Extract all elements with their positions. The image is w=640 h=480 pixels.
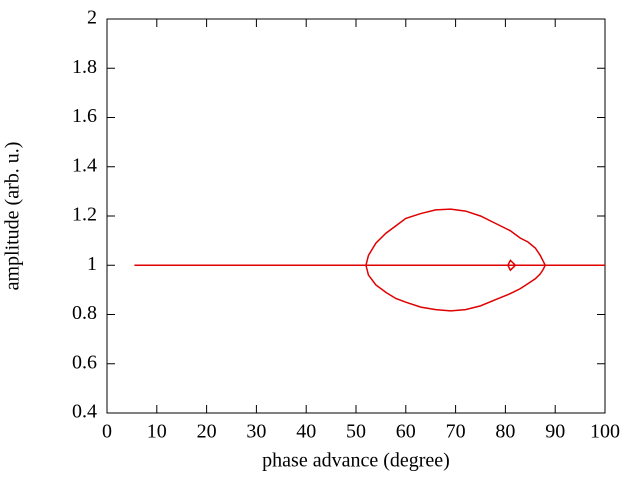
y-tick-label: 1 <box>87 253 97 275</box>
x-tick-label: 20 <box>197 421 217 443</box>
x-tick-label: 30 <box>246 421 266 443</box>
x-axis-label: phase advance (degree) <box>262 450 450 472</box>
x-tick-label: 70 <box>446 421 466 443</box>
plot-frame <box>106 18 606 414</box>
y-tick-label: 0.6 <box>72 351 97 373</box>
y-tick-label: 1.8 <box>72 56 97 78</box>
y-tick-label: 2 <box>87 7 97 29</box>
x-tick-label: 60 <box>396 421 416 443</box>
y-axis-label: amplitude (arb. u.) <box>2 142 24 291</box>
x-tick-label: 50 <box>346 421 366 443</box>
x-tick-label: 10 <box>147 421 167 443</box>
y-tick-label: 1.2 <box>72 204 97 226</box>
x-tick-label: 90 <box>545 421 565 443</box>
x-tick-label: 80 <box>495 421 515 443</box>
x-tick-label: 100 <box>590 421 620 443</box>
y-tick-label: 0.4 <box>72 401 97 423</box>
y-tick-label: 1.4 <box>72 154 97 176</box>
x-tick-label: 0 <box>102 421 112 443</box>
data-line <box>134 208 605 312</box>
x-tick-label: 40 <box>296 421 316 443</box>
y-tick-label: 1.6 <box>72 105 97 127</box>
y-tick-label: 0.8 <box>72 302 97 324</box>
